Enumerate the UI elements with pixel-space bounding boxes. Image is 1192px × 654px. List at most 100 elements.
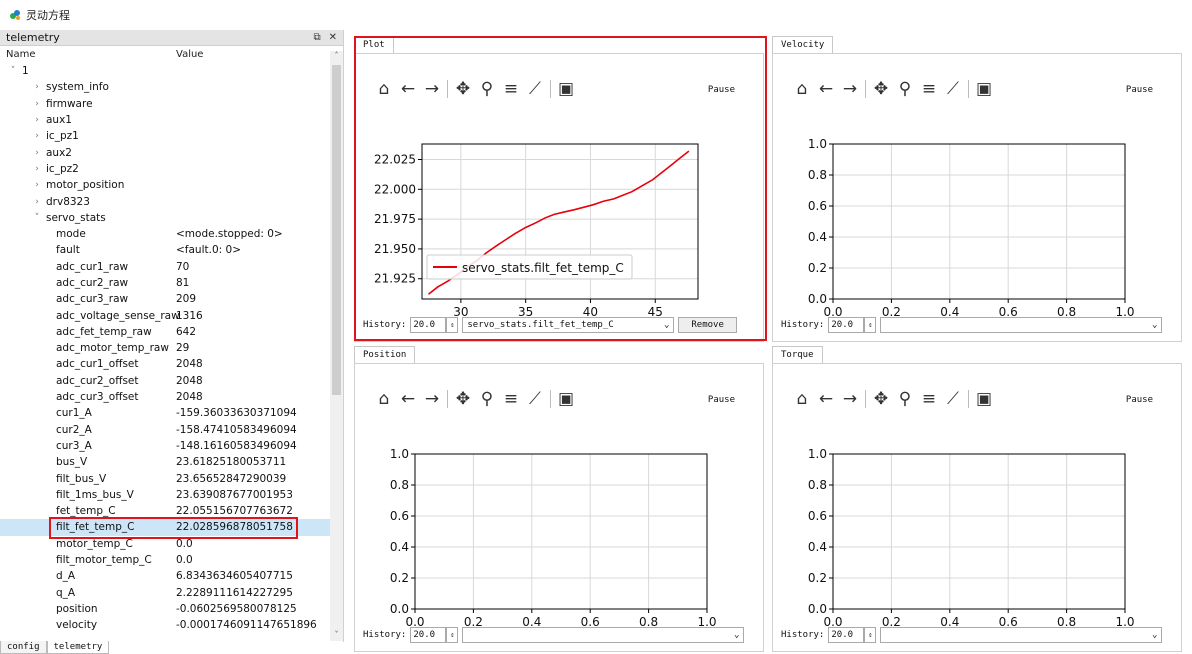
panel-tab[interactable]: Torque [772,346,823,364]
tree-row[interactable]: bus_V 23.61825180053711 [0,454,330,470]
tree-row[interactable]: › aux2 [0,144,330,160]
tree-row[interactable]: › firmware [0,96,330,112]
tree-row[interactable]: fet_temp_C 22.055156707763672 [0,503,330,519]
history-spinner[interactable]: ⇕ [446,317,459,333]
tree-row[interactable]: adc_voltage_sense_raw 1316 [0,307,330,323]
column-value[interactable]: Value [176,48,204,60]
forward-arrow-icon[interactable]: → [424,389,440,409]
history-spinner[interactable]: ⇕ [446,627,459,643]
tree-row[interactable]: › drv8323 [0,193,330,209]
tree-row[interactable]: cur3_A -148.16160583496094 [0,438,330,454]
scroll-up-icon[interactable]: ˄ [334,51,339,60]
chevron-down-icon[interactable]: ˅ [34,212,40,223]
tree-row[interactable]: adc_cur2_raw 81 [0,275,330,291]
tree-row[interactable]: ˅ 1 [0,63,330,79]
chevron-right-icon[interactable]: › [35,115,39,126]
tree-row[interactable]: adc_cur3_offset 2048 [0,389,330,405]
home-icon[interactable]: ⌂ [378,389,390,409]
home-icon[interactable]: ⌂ [796,389,808,409]
edit-axis-icon[interactable]: ⟋ [529,389,541,409]
remove-button[interactable]: Remove [678,317,737,333]
edit-axis-icon[interactable]: ⟋ [529,79,541,99]
tree-row[interactable]: adc_cur1_raw 70 [0,259,330,275]
tree-row[interactable]: filt_1ms_bus_V 23.639087677001953 [0,487,330,503]
tree-row[interactable]: › motor_position [0,177,330,193]
home-icon[interactable]: ⌂ [378,79,390,99]
zoom-icon[interactable]: ⚲ [898,389,912,409]
tree-row[interactable]: mode <mode.stopped: 0> [0,226,330,242]
pan-icon[interactable]: ✥ [873,389,889,409]
configure-subplots-icon[interactable]: ≡ [921,79,937,99]
pause-button[interactable]: Pause [707,85,735,95]
tree-row[interactable]: filt_motor_temp_C 0.0 [0,552,330,568]
panel-tab[interactable]: Position [354,346,416,364]
pause-button[interactable]: Pause [1125,395,1153,405]
tree-row[interactable]: cur1_A -159.36033630371094 [0,405,330,421]
tree-row[interactable]: › aux1 [0,112,330,128]
chevron-right-icon[interactable]: › [35,180,39,191]
back-arrow-icon[interactable]: ← [400,79,416,99]
chevron-right-icon[interactable]: › [35,131,39,142]
tree-row[interactable]: adc_cur1_offset 2048 [0,356,330,372]
signal-combo[interactable]: ⌄ [462,627,745,643]
save-icon[interactable]: ▣ [557,79,575,99]
tree-row[interactable]: › system_info [0,79,330,95]
signal-combo[interactable]: servo_stats.filt_fet_temp_C ⌄ [462,317,675,333]
chevron-right-icon[interactable]: › [35,82,39,93]
tree-row[interactable]: adc_fet_temp_raw 642 [0,324,330,340]
forward-arrow-icon[interactable]: → [842,389,858,409]
history-spinner[interactable]: ⇕ [864,627,877,643]
edit-axis-icon[interactable]: ⟋ [947,389,959,409]
tree-row[interactable]: q_A 2.2289111614227295 [0,585,330,601]
float-icon[interactable]: ⧉ [313,32,321,43]
tree-row[interactable]: ˅ servo_stats [0,210,330,226]
edit-axis-icon[interactable]: ⟋ [947,79,959,99]
save-icon[interactable]: ▣ [557,389,575,409]
chevron-down-icon[interactable]: ˅ [10,66,16,77]
tree-row[interactable]: velocity -0.0001746091147651896 [0,617,330,633]
configure-subplots-icon[interactable]: ≡ [503,389,519,409]
scrollbar-thumb[interactable] [332,65,341,395]
back-arrow-icon[interactable]: ← [818,389,834,409]
signal-combo[interactable]: ⌄ [880,627,1163,643]
back-arrow-icon[interactable]: ← [400,389,416,409]
plot-axes[interactable]: 0.0 0.2 0.4 0.6 0.8 1.0 1.0 0.8 0.6 0.4 0.2 0.0 [773,442,1183,642]
tree-row[interactable]: d_A 6.8343634605407715 [0,568,330,584]
scroll-down-icon[interactable]: ˅ [334,630,339,639]
panel-tab[interactable]: Velocity [772,36,834,54]
plot-axes[interactable]: 30 35 40 45 22.025 22.000 21.975 21.950 21.925 se… [355,132,765,332]
history-input[interactable]: 20.0 [828,627,865,643]
tree-row[interactable]: cur2_A -158.47410583496094 [0,422,330,438]
tree-row[interactable]: motor_temp_C 0.0 [0,536,330,552]
zoom-icon[interactable]: ⚲ [898,79,912,99]
zoom-icon[interactable]: ⚲ [480,389,494,409]
home-icon[interactable]: ⌂ [796,79,808,99]
column-name[interactable]: Name [6,48,36,60]
chevron-right-icon[interactable]: › [35,147,39,158]
tree-row[interactable]: filt_fet_temp_C 22.028596878051758 [0,519,330,536]
back-arrow-icon[interactable]: ← [818,79,834,99]
history-spinner[interactable]: ⇕ [864,317,877,333]
signal-combo[interactable]: ⌄ [880,317,1163,333]
plot-axes[interactable]: 0.0 0.2 0.4 0.6 0.8 1.0 1.0 0.8 0.6 0.4 0.2 0.0 [355,442,765,642]
tab-telemetry[interactable]: telemetry [46,641,110,654]
tree-row[interactable]: position -0.0602569580078125 [0,601,330,617]
save-icon[interactable]: ▣ [975,79,993,99]
chevron-right-icon[interactable]: › [35,98,39,109]
pan-icon[interactable]: ✥ [455,79,471,99]
tree-row[interactable]: fault <fault.0: 0> [0,242,330,258]
pause-button[interactable]: Pause [707,395,735,405]
forward-arrow-icon[interactable]: → [842,79,858,99]
plot-axes[interactable]: 0.0 0.2 0.4 0.6 0.8 1.0 1.0 0.8 0.6 0.4 0.2 0.0 [773,132,1183,332]
telemetry-tree[interactable]: ˅ 1 › system_info › firmware › aux1 › ic_pz1 › aux2… [0,63,330,654]
forward-arrow-icon[interactable]: → [424,79,440,99]
history-input[interactable]: 20.0 [828,317,865,333]
pause-button[interactable]: Pause [1125,85,1153,95]
tree-scrollbar[interactable]: ˄ ˅ [330,51,343,641]
pan-icon[interactable]: ✥ [873,79,889,99]
tree-row[interactable]: › ic_pz1 [0,128,330,144]
chevron-right-icon[interactable]: › [35,163,39,174]
configure-subplots-icon[interactable]: ≡ [921,389,937,409]
save-icon[interactable]: ▣ [975,389,993,409]
history-input[interactable]: 20.0 [410,627,447,643]
